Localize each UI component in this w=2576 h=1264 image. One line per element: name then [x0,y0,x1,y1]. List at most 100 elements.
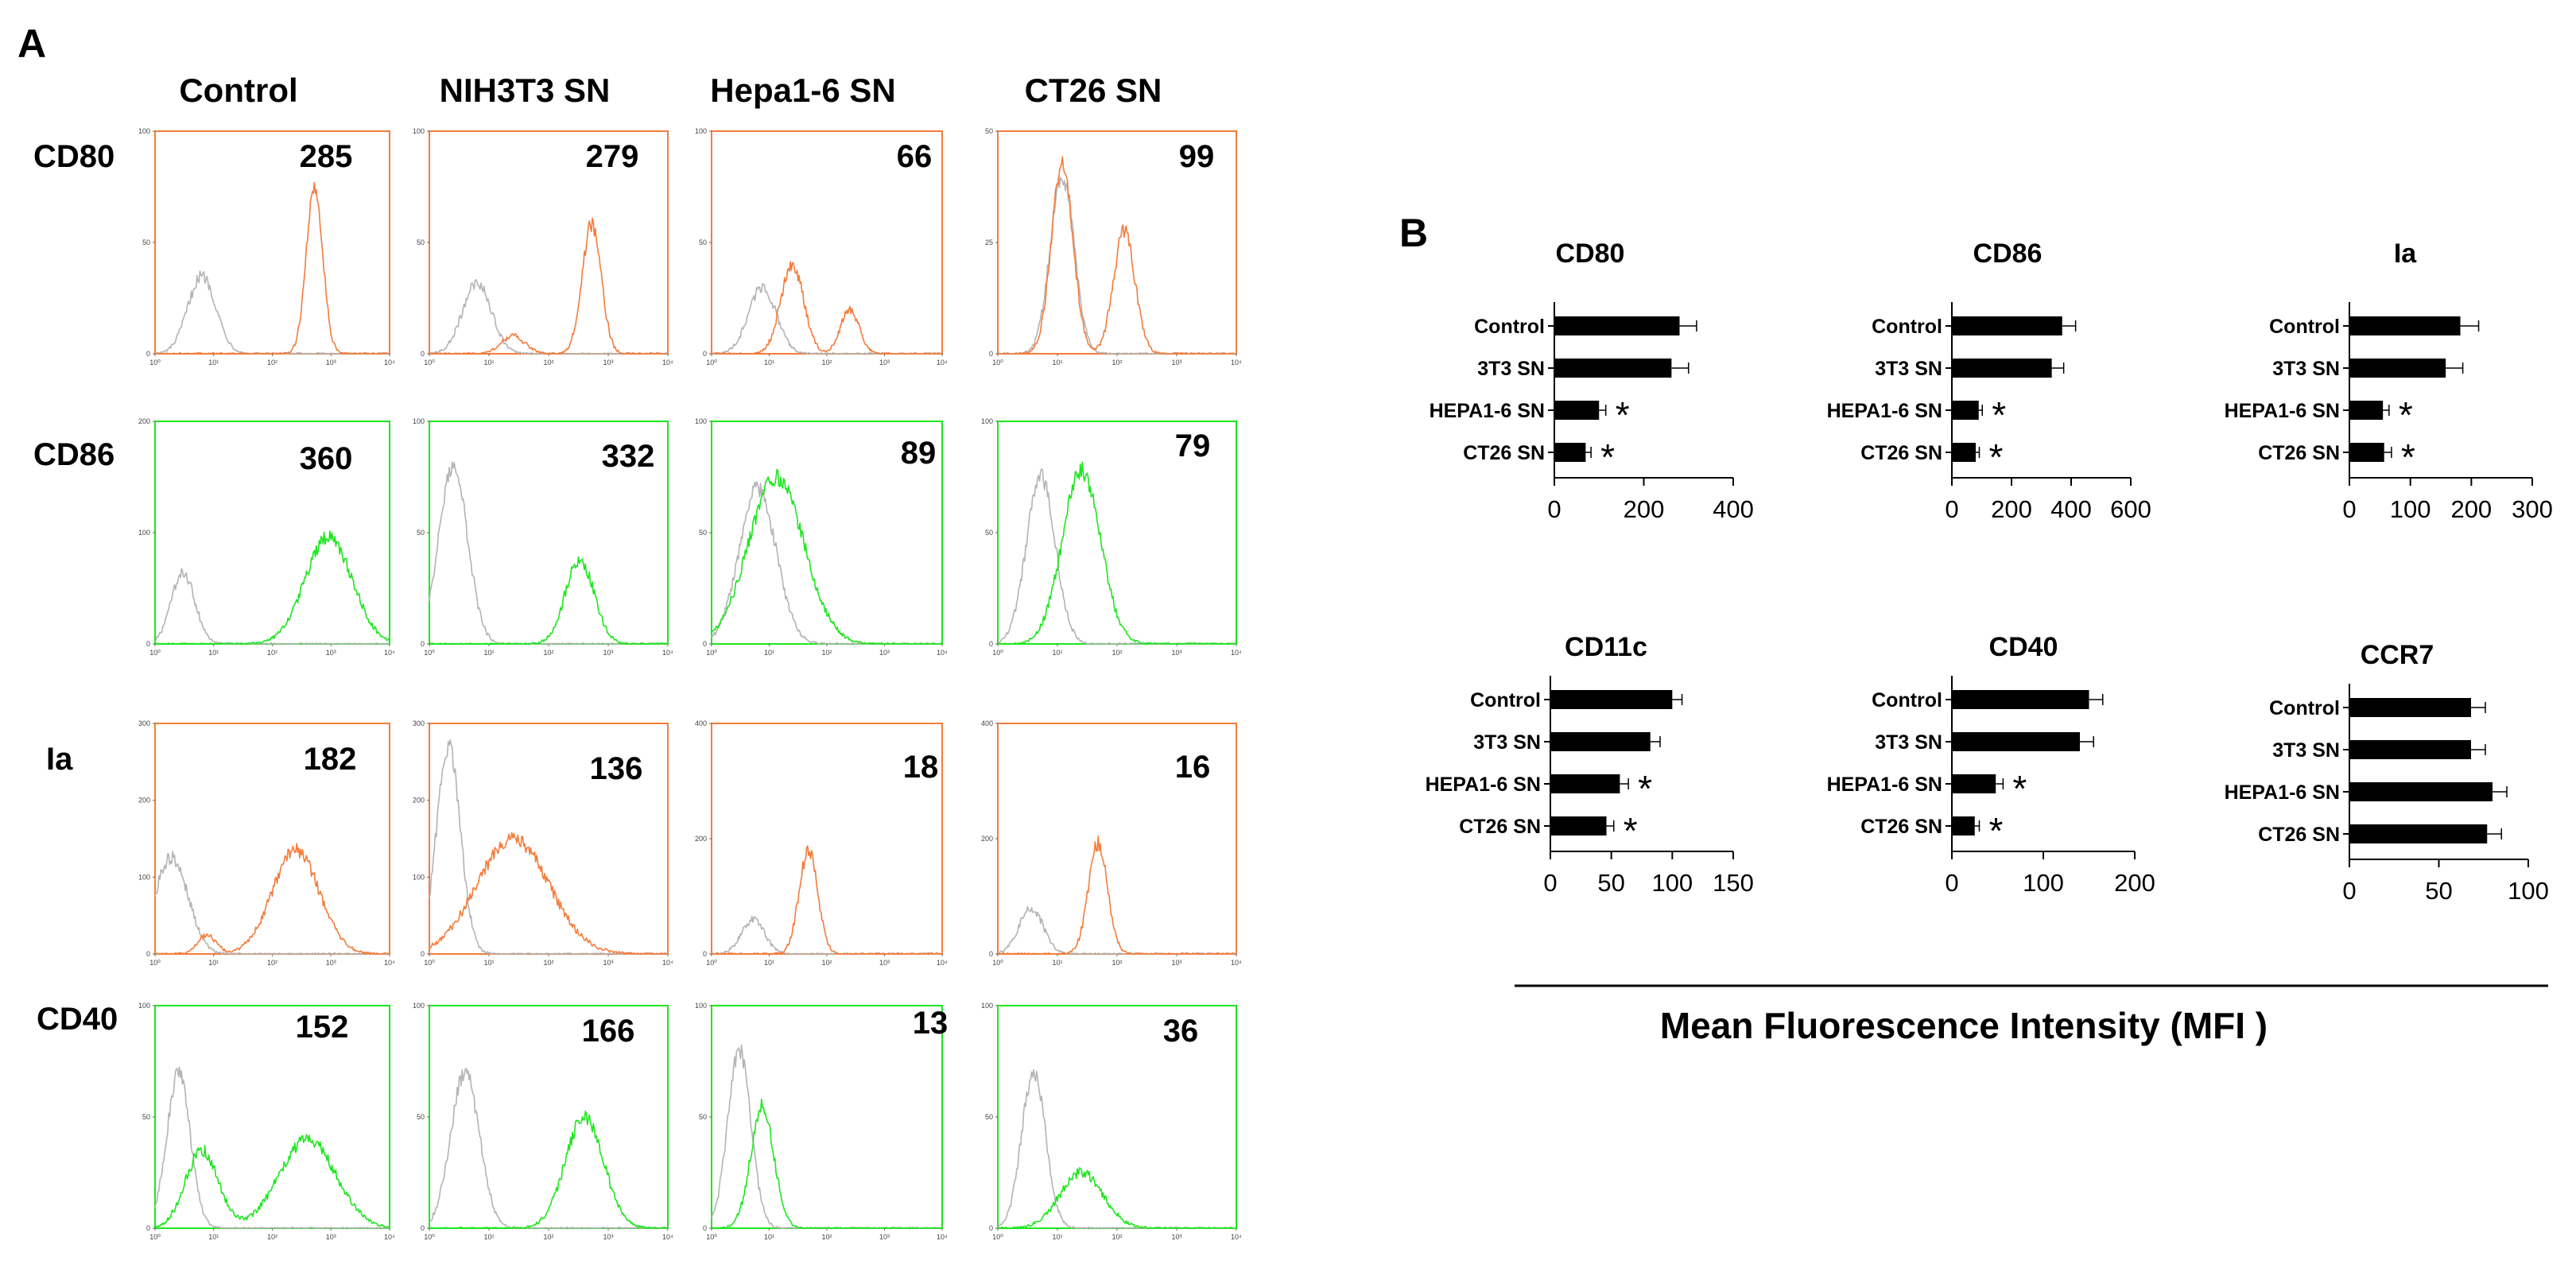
row-label-ia: Ia [46,742,73,777]
stained-sample-trace [154,181,390,355]
x-tick-label: 10⁰ [424,359,435,366]
bar [1952,316,2062,335]
stained-sample-trace [711,468,943,645]
column-header-3: CT26 SN [1025,72,1162,109]
x-tick-label: 10³ [326,359,336,366]
x-tick-label: 10¹ [208,1233,219,1241]
y-tick-label: 50 [985,1113,993,1121]
x-tick-label: 0 [1945,495,1958,523]
isotype-control-trace [155,270,390,355]
bar [1554,359,1672,378]
y-tick-label: 100 [695,127,707,135]
mfi-value: 79 [1175,428,1211,463]
x-tick-label: 100 [1651,869,1693,897]
category-label: 3T3 SN [1875,731,1942,754]
isotype-control-trace [154,851,390,955]
y-tick-label: 400 [981,719,993,727]
x-tick-label: 10⁰ [992,959,1003,967]
bar [1554,401,1600,420]
x-tick-label: 10⁰ [424,649,435,657]
y-tick-label: 100 [981,1002,993,1010]
column-header-0: Control [179,72,297,109]
y-tick-label: 0 [146,640,150,648]
significance-asterisk: * [1624,810,1638,851]
y-tick-label: 50 [142,238,150,246]
stained-sample-trace [998,156,1236,355]
panel-b-label: B [1399,211,1428,255]
category-label: 3T3 SN [1473,731,1541,754]
bar [1952,774,1996,793]
x-tick-label: 10³ [326,959,336,967]
x-tick-label: 10⁴ [937,1233,948,1241]
x-tick-label: 10² [267,649,277,657]
stained-sample-trace [711,845,943,955]
x-tick-label: 10¹ [764,1233,774,1241]
category-label: HEPA1-6 SN [1426,774,1541,796]
y-tick-label: 200 [981,835,993,843]
bar [2349,782,2493,801]
bar-chart-title: CD40 [1989,632,2058,662]
x-tick-label: 10³ [603,649,613,657]
stained-sample-trace [997,1167,1237,1229]
category-label: 3T3 SN [2272,739,2340,762]
bar-chart-ccr7: CCR7 0 50 100 Control 3T3 SN HEPA1-6 SN CT26 SN [2225,640,2549,905]
x-tick-label: 0 [1543,869,1557,897]
significance-asterisk: * [1989,810,2004,851]
category-label: HEPA1-6 SN [1827,400,1942,422]
x-tick-label: 10¹ [483,649,494,657]
x-tick-label: 200 [1624,495,1665,523]
y-tick-label: 300 [413,719,425,727]
histogram-frame [997,1005,1237,1229]
x-tick-label: 10³ [1171,1233,1181,1241]
isotype-control-trace [711,1044,943,1229]
x-tick-label: 10¹ [764,649,774,657]
isotype-control-trace [154,1066,390,1229]
y-tick-label: 0 [421,350,425,358]
x-tick-label: 10³ [603,959,613,967]
isotype-control-trace [997,1069,1237,1229]
bar [2349,359,2446,378]
x-tick-label: 10⁰ [992,649,1003,657]
bar-chart-title: Ia [2394,238,2417,269]
bar [2349,698,2471,717]
category-label: CT26 SN [1860,442,1942,464]
x-tick-label: 10² [267,359,277,366]
stained-sample-trace [429,556,669,645]
x-tick-label: 10⁰ [149,959,161,967]
stained-sample-trace [997,461,1236,645]
bar-chart-title: CD80 [1556,238,1625,269]
x-tick-label: 10¹ [208,959,219,967]
x-tick-label: 400 [2050,495,2092,523]
isotype-control-trace [712,282,943,355]
significance-asterisk: * [2401,436,2415,478]
category-label: 3T3 SN [1477,358,1545,380]
x-tick-label: 10⁰ [424,959,435,967]
x-tick-label: 50 [1597,869,1624,897]
panel-a-label: A [17,21,46,66]
x-tick-label: 10⁴ [384,959,395,967]
category-label: CT26 SN [2258,442,2340,464]
y-tick-label: 0 [421,950,425,958]
shared-x-axis-title: Mean Fluorescence Intensity (MFI ) [1660,1005,2268,1046]
x-tick-label: 10¹ [1052,649,1062,657]
bar [1952,732,2080,751]
x-tick-label: 10⁰ [706,359,717,366]
y-tick-label: 100 [413,417,425,425]
x-tick-label: 10⁴ [1231,1233,1242,1241]
y-tick-label: 0 [703,640,707,648]
x-tick-label: 10³ [1171,959,1181,967]
isotype-control-trace [711,481,942,645]
y-tick-label: 50 [985,127,993,135]
x-tick-label: 400 [1713,495,1754,523]
stained-sample-trace [429,1111,669,1229]
y-tick-label: 200 [138,797,150,805]
x-tick-label: 10³ [1171,649,1181,657]
x-tick-label: 10⁰ [992,1233,1003,1241]
significance-asterisk: * [2012,768,2027,809]
bar [2349,740,2471,759]
x-tick-label: 10² [821,359,832,366]
x-tick-label: 10³ [879,959,890,967]
